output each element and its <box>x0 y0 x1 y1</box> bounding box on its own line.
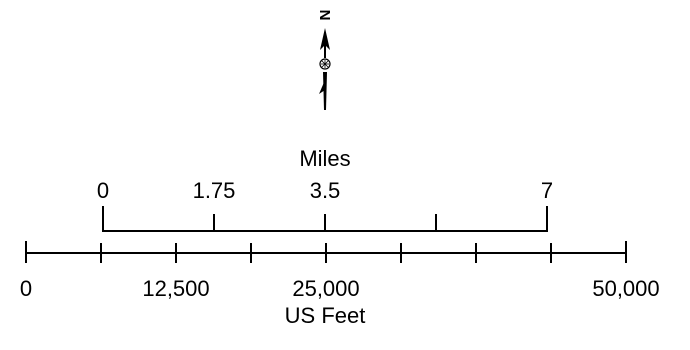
miles-tick-label: 0 <box>96 178 110 203</box>
miles-tick-label: 3.5 <box>309 178 341 203</box>
miles-unit-label: Miles <box>299 146 351 171</box>
miles-scale-bar <box>102 206 548 232</box>
north-arrow-head <box>320 28 330 50</box>
feet-scale-bar <box>25 241 627 263</box>
feet-tick-label: 25,000 <box>292 276 360 301</box>
miles-tick-label: 1.75 <box>192 178 236 203</box>
miles-tick-label: 7 <box>540 178 554 203</box>
feet-tick-label: 12,500 <box>142 276 210 301</box>
north-arrow-letter: N <box>316 10 333 21</box>
north-arrow-icon: N <box>316 10 333 110</box>
feet-tick-label: 50,000 <box>592 276 660 301</box>
feet-tick-label: 0 <box>19 276 33 301</box>
feet-unit-label: US Feet <box>284 303 366 328</box>
north-arrow-tail <box>323 72 327 110</box>
